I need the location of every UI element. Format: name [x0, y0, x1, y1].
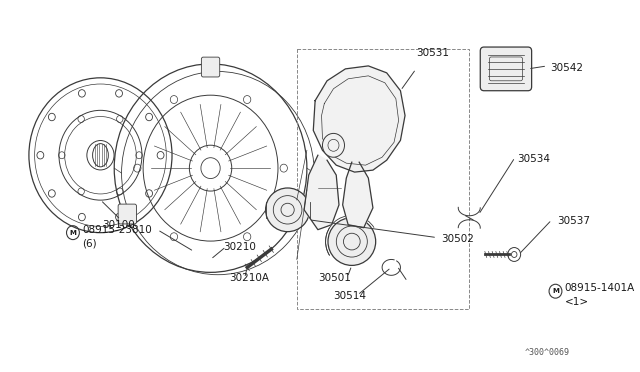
- Text: M: M: [552, 288, 559, 294]
- Ellipse shape: [266, 188, 310, 232]
- Text: <1>: <1>: [564, 297, 589, 307]
- Text: 30514: 30514: [333, 291, 367, 301]
- Text: 08915-1401A: 08915-1401A: [564, 283, 635, 293]
- Polygon shape: [304, 155, 339, 230]
- Text: 30501: 30501: [318, 273, 351, 283]
- Text: 30210: 30210: [223, 241, 256, 251]
- Text: 30531: 30531: [416, 48, 449, 58]
- Bar: [297, 49, 469, 309]
- Text: 30534: 30534: [517, 154, 550, 164]
- Text: ^300^0069: ^300^0069: [525, 348, 570, 357]
- Text: 30210A: 30210A: [229, 273, 269, 283]
- Polygon shape: [342, 162, 373, 228]
- Text: 30502: 30502: [441, 234, 474, 244]
- Text: 08915-23810: 08915-23810: [82, 225, 152, 235]
- FancyBboxPatch shape: [202, 57, 220, 77]
- Polygon shape: [314, 66, 405, 172]
- Text: M: M: [70, 230, 76, 235]
- Ellipse shape: [328, 218, 376, 265]
- Text: 30537: 30537: [557, 216, 590, 226]
- Text: (6): (6): [82, 238, 97, 248]
- Text: 30100: 30100: [102, 220, 135, 230]
- FancyBboxPatch shape: [118, 204, 136, 224]
- FancyBboxPatch shape: [480, 47, 532, 91]
- Circle shape: [323, 134, 344, 157]
- FancyBboxPatch shape: [285, 204, 303, 224]
- Text: 30542: 30542: [550, 63, 583, 73]
